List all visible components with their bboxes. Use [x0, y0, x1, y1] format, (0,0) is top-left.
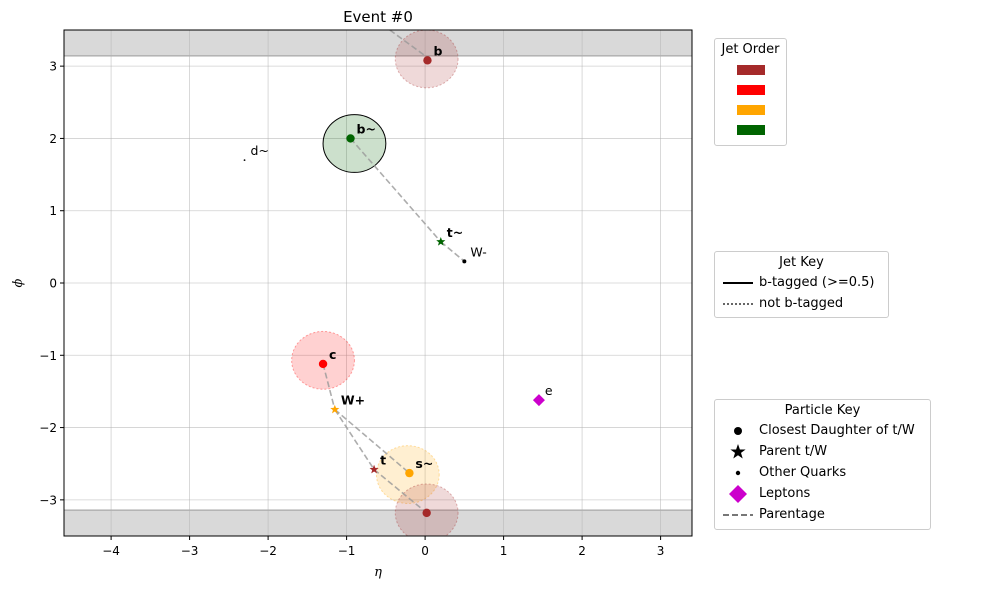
jet-key-item-btagged: b-tagged (>=0.5) [719, 272, 884, 293]
grid-lines [64, 30, 692, 536]
small-dot-marker-icon [719, 462, 757, 483]
particle-key-label: Other Quarks [759, 465, 847, 480]
jet-order-swatch-3 [736, 105, 765, 115]
parentage-line [440, 241, 465, 262]
parentage-line [334, 408, 410, 474]
x-axis-label: η [374, 565, 382, 580]
x-tick-label: 1 [500, 544, 508, 558]
particle-label: d~ [251, 143, 269, 158]
y-axis-ticks: −3 −2 −1 0 1 2 3 [39, 60, 64, 507]
y-tick-label: −2 [39, 421, 57, 435]
parentage-line [373, 468, 428, 514]
particle-key-label: Closest Daughter of t/W [759, 423, 915, 438]
jet-key-label: not b-tagged [759, 296, 844, 311]
particle-key-label: Parent t/W [759, 444, 828, 459]
y-tick-label: 2 [49, 132, 57, 146]
x-tick-label: −4 [102, 544, 120, 558]
star-marker-icon [719, 441, 757, 462]
jet-cone [322, 114, 387, 173]
parentage-line [334, 409, 375, 470]
particle-key-legend-title: Particle Key [784, 403, 861, 418]
particle-label: t [380, 452, 386, 467]
x-tick-label: −1 [338, 544, 356, 558]
other-quark-marker [243, 159, 246, 162]
daughter-marker [422, 508, 431, 518]
jet-key-legend-title: Jet Key [779, 255, 824, 270]
parent-star-marker [330, 404, 340, 414]
particle-label: b~ [357, 121, 376, 136]
phi-wrap-bands [64, 30, 692, 536]
solid-line-icon [719, 272, 757, 293]
other-quark-marker [462, 259, 467, 264]
particle-key-item: Closest Daughter of t/W [719, 420, 926, 441]
parentage-line [349, 137, 442, 243]
dotted-line-icon [719, 293, 757, 314]
x-tick-label: 3 [657, 544, 665, 558]
particle-label: W- [470, 244, 486, 259]
daughter-marker [318, 359, 328, 369]
particle-label: t~ [447, 225, 463, 240]
particle-key-item: Parent t/W [719, 441, 926, 462]
parentage-lines [322, 30, 465, 514]
daughter-marker [405, 468, 414, 478]
particle-key-label: Parentage [759, 507, 825, 522]
parent-star-marker [369, 464, 379, 474]
particle-label: W+ [341, 393, 365, 408]
particle-label: s~ [415, 456, 433, 471]
jet-order-swatch-1 [736, 65, 765, 75]
particle-label: b [433, 43, 442, 58]
x-tick-label: −2 [259, 544, 277, 558]
diamond-marker-icon [719, 483, 757, 504]
parentage-line [389, 30, 428, 59]
x-axis-ticks: −4 −3 −2 −1 0 1 2 3 [102, 536, 664, 558]
y-tick-label: −3 [39, 493, 57, 507]
parent-star-marker [436, 237, 446, 246]
particle-key-item: Other Quarks [719, 462, 926, 483]
phi-wrap-band [64, 30, 692, 56]
y-tick-label: 1 [49, 204, 57, 218]
y-tick-label: 3 [49, 60, 57, 74]
daughter-marker [346, 134, 355, 143]
y-tick-label: 0 [49, 277, 57, 291]
x-tick-label: 0 [421, 544, 429, 558]
circle-marker-icon [719, 420, 757, 441]
jet-key-label: b-tagged (>=0.5) [759, 275, 875, 290]
jet-order-swatch-4 [736, 125, 765, 135]
parentage-line [322, 363, 336, 410]
jet-order-legend: Jet Order [714, 38, 787, 146]
x-tick-label: 2 [578, 544, 586, 558]
particle-key-item: Leptons [719, 483, 926, 504]
particle-labels: b b~ d~ t~ W-c e W+ t s~ [251, 43, 553, 471]
y-tick-label: −1 [39, 349, 57, 363]
particle-key-item: Parentage [719, 504, 926, 525]
jet-order-legend-title: Jet Order [721, 42, 780, 57]
particle-key-legend: Particle Key Closest Daughter of t/W Par… [714, 399, 931, 530]
y-axis-label: ϕ [11, 278, 26, 287]
x-tick-label: −3 [181, 544, 199, 558]
dashed-line-icon [719, 504, 757, 525]
particle-key-label: Leptons [759, 486, 811, 501]
daughter-marker [423, 56, 432, 65]
lepton-diamond-marker [532, 394, 545, 407]
jet-order-swatch-2 [736, 85, 765, 95]
particle-label: e [545, 383, 553, 398]
chart-title: Event #0 [343, 8, 413, 26]
particle-label: c [329, 347, 336, 362]
jet-key-legend: Jet Key b-tagged (>=0.5) not b-tagged [714, 251, 889, 318]
particle-markers [243, 56, 545, 518]
jet-key-item-not-btagged: not b-tagged [719, 293, 884, 314]
phi-wrap-band [64, 510, 692, 536]
